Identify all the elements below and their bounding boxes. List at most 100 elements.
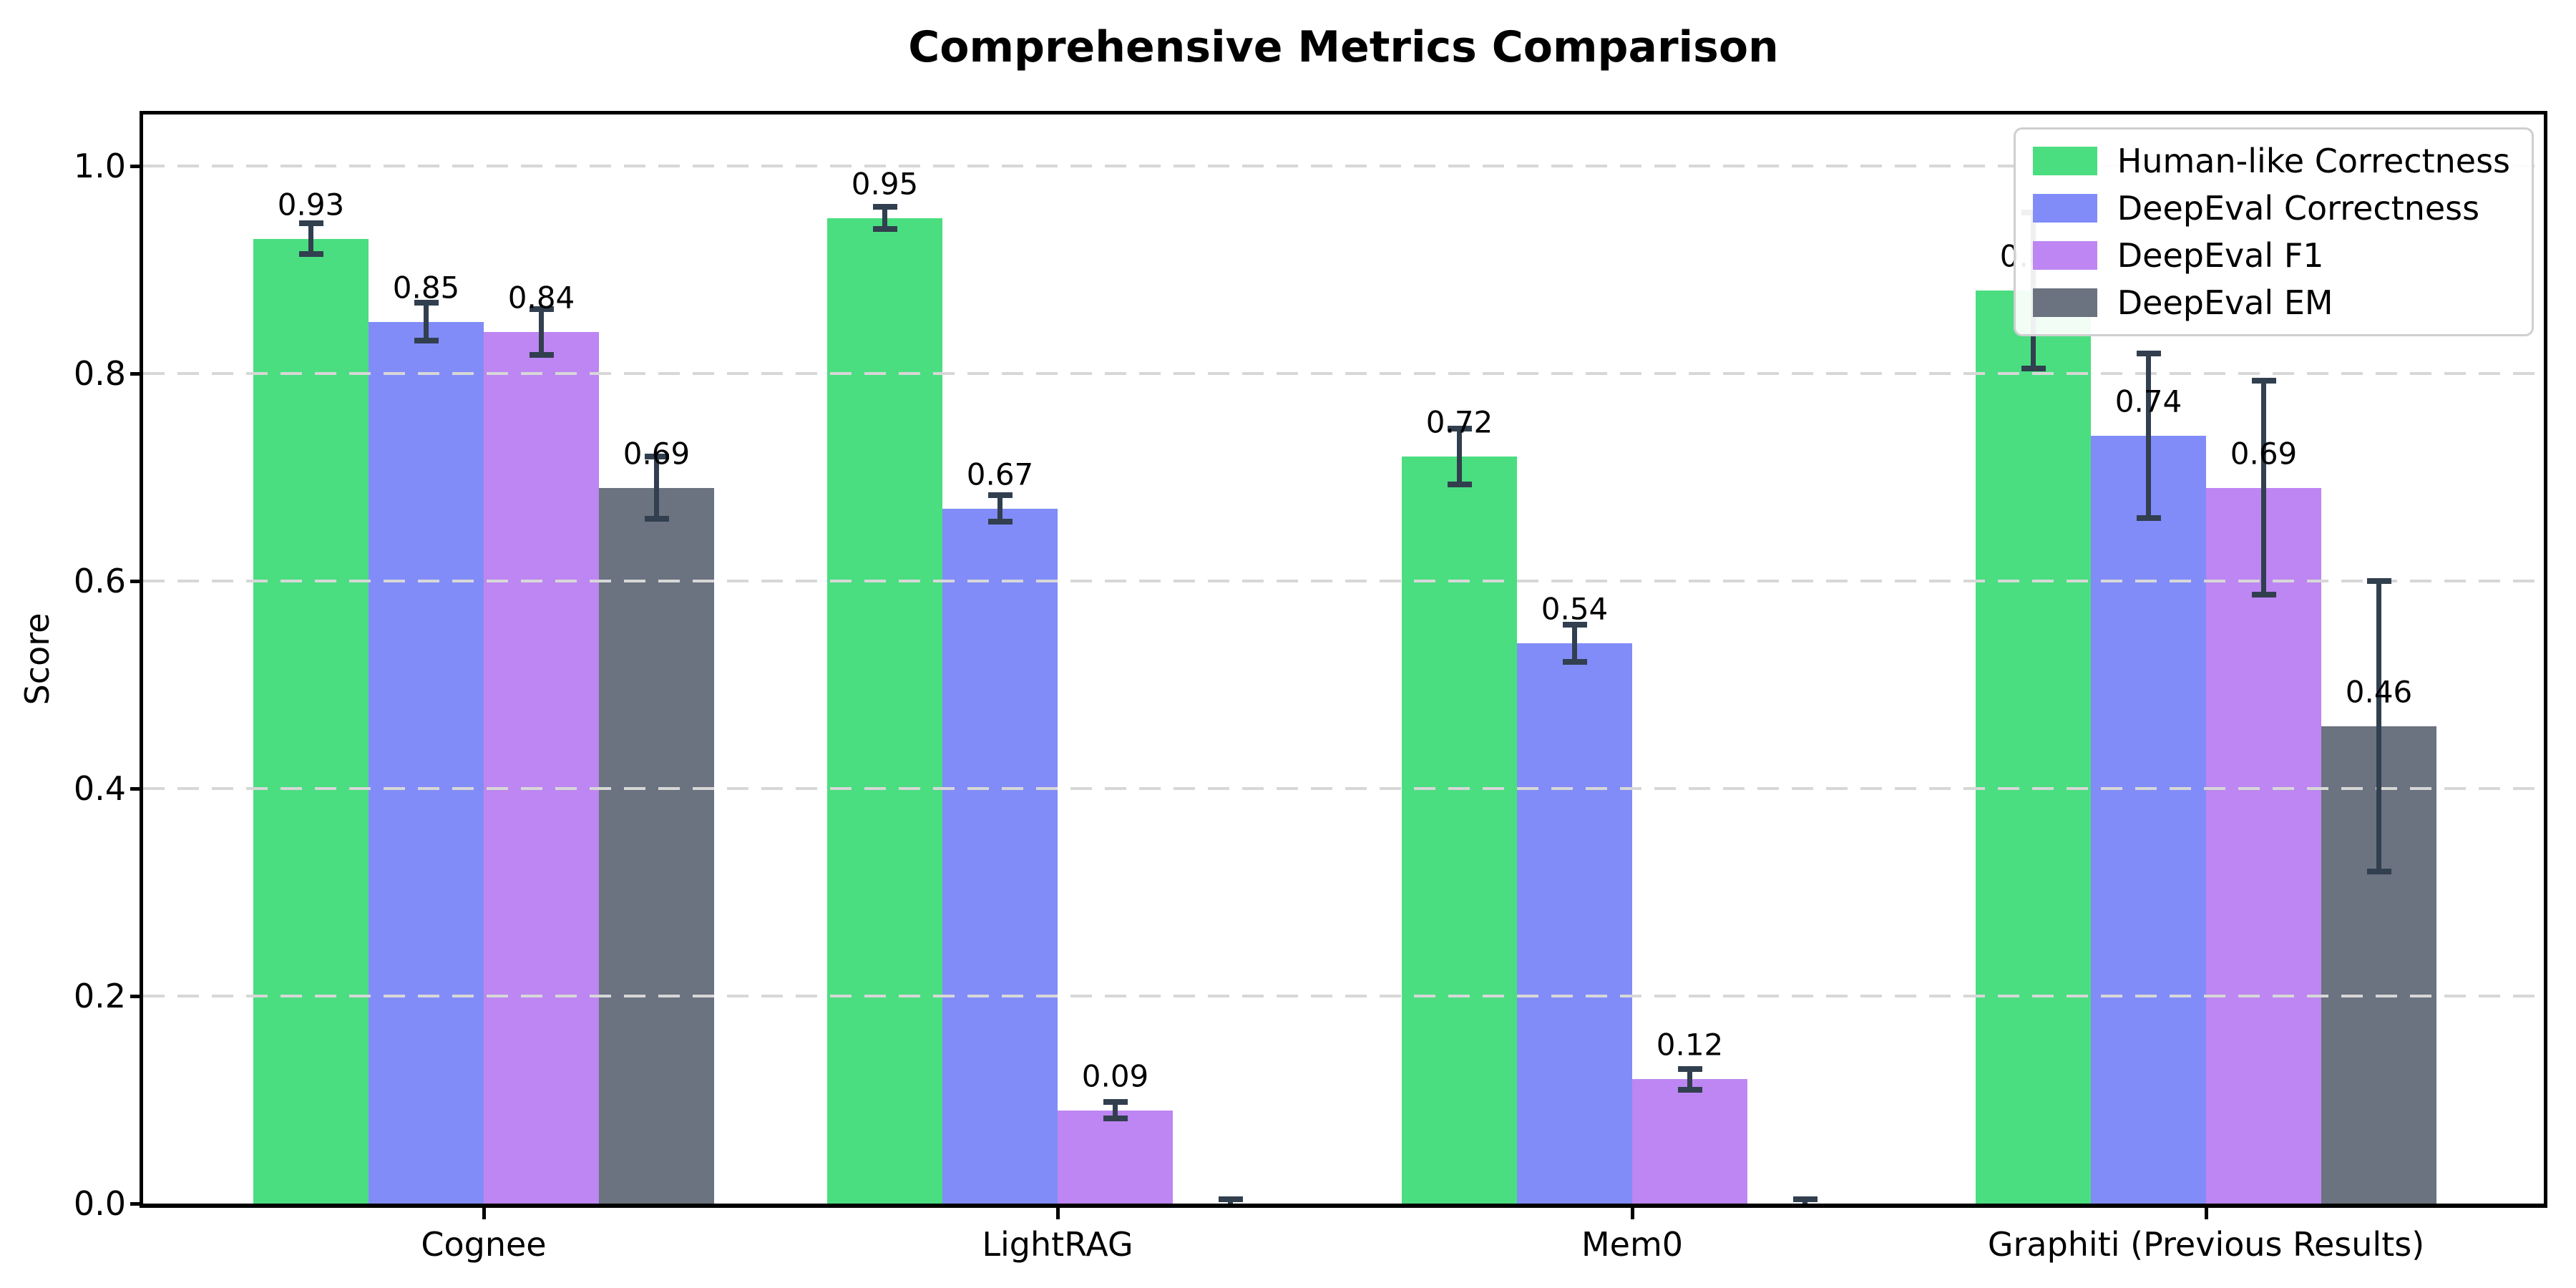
bar-value-label: 0.84 (507, 280, 575, 316)
error-bar-cap-top (1792, 1196, 1818, 1203)
bar-value-label: 0.46 (2345, 674, 2413, 710)
error-bar-cap-top (644, 454, 669, 459)
y-tick-label: 1.0 (73, 147, 126, 185)
legend-item: DeepEval Correctness (2032, 189, 2510, 228)
bar-value-label: 0.69 (623, 436, 691, 472)
bar-value-label: 0.67 (966, 457, 1034, 492)
error-bar-cap-bottom (2021, 365, 2046, 371)
bar-value-label: 0.09 (1081, 1058, 1149, 1094)
error-bar (2376, 581, 2381, 872)
bar-value-label: 0.93 (277, 187, 345, 223)
bar-value-label: 0.12 (1656, 1027, 1724, 1063)
error-bar-cap-bottom (2136, 514, 2161, 521)
x-tick-mark (1630, 1208, 1634, 1219)
legend: Human-like Correctness DeepEval Correctne… (2013, 127, 2534, 336)
gridlines-layer (143, 114, 2544, 1204)
error-bar-cap-bottom (644, 516, 669, 522)
x-tick-mark (482, 1208, 486, 1219)
error-bar-cap-top (1562, 621, 1587, 628)
error-bar (1687, 1068, 1692, 1090)
y-tick-label: 0.8 (73, 354, 126, 393)
error-bar-cap-bottom (2366, 869, 2391, 874)
bar (253, 238, 369, 1204)
x-tick-label: LightRAG (982, 1225, 1133, 1264)
gridline (143, 787, 2544, 790)
chart-title: Comprehensive Metrics Comparison (908, 22, 1779, 72)
bar-value-label: 0.54 (1541, 591, 1609, 627)
error-bar-cap-top (1218, 1196, 1243, 1203)
bar (369, 321, 484, 1204)
y-tick-mark (130, 1201, 142, 1206)
bar (2206, 487, 2321, 1204)
error-bar-cap-bottom (1562, 659, 1587, 665)
bar (1058, 1110, 1173, 1204)
gridline (143, 165, 2544, 167)
legend-label: DeepEval F1 (2117, 236, 2324, 275)
y-tick-mark (130, 786, 142, 791)
bar-value-label: 0.72 (1425, 404, 1493, 440)
error-bar-cap-bottom (987, 519, 1013, 525)
x-tick-label: Graphiti (Previous Results) (1987, 1225, 2425, 1264)
bar-value-label: 0.69 (2230, 436, 2298, 472)
error-bar-cap-bottom (1447, 482, 1472, 488)
bar-value-label: 0.85 (392, 270, 460, 306)
error-bar (2261, 381, 2266, 595)
legend-item: Human-like Correctness (2032, 142, 2510, 180)
x-tick-label: Cognee (421, 1225, 547, 1264)
y-tick-mark (130, 579, 142, 583)
x-tick-mark (2204, 1208, 2208, 1219)
bar (2091, 436, 2206, 1204)
error-bar-cap-top (2251, 378, 2276, 384)
error-bar (2146, 353, 2151, 518)
error-bar-cap-top (2366, 578, 2391, 584)
error-bar (424, 303, 429, 341)
legend-label: DeepEval Correctness (2117, 189, 2480, 228)
legend-label: DeepEval EM (2117, 283, 2333, 322)
annotations-layer: 0.930.950.720.880.850.670.540.740.840.09… (143, 114, 2544, 1204)
y-tick-mark (130, 371, 142, 376)
error-bar-cap-top (872, 203, 897, 210)
error-bar-cap-bottom (414, 337, 439, 343)
error-bar (654, 457, 659, 519)
y-tick-label: 0.0 (73, 1184, 126, 1223)
legend-swatch (2032, 194, 2097, 223)
x-tick-mark (1055, 1208, 1060, 1219)
error-bar (308, 223, 313, 255)
error-bar (1113, 1101, 1118, 1119)
error-bar-cap-bottom (1103, 1116, 1128, 1122)
error-bar (1572, 624, 1577, 663)
legend-item: DeepEval EM (2032, 283, 2510, 322)
error-bar-cap-top (1677, 1065, 1702, 1072)
y-axis-label: Score (18, 613, 57, 706)
bar (942, 508, 1058, 1204)
error-bar (1457, 428, 1462, 485)
gridline (143, 995, 2544, 997)
error-bar (539, 309, 544, 355)
legend-swatch (2032, 288, 2097, 317)
error-bar-cap-bottom (872, 226, 897, 233)
y-tick-mark (130, 164, 142, 168)
error-bar-cap-bottom (1677, 1086, 1702, 1093)
legend-item: DeepEval F1 (2032, 236, 2510, 275)
gridline (143, 580, 2544, 582)
error-bar-cap-top (987, 492, 1013, 498)
y-tick-label: 0.2 (73, 977, 126, 1015)
plot-area: 0.930.950.720.880.850.670.540.740.840.09… (140, 111, 2547, 1208)
error-bar-cap-top (1447, 425, 1472, 431)
bar (484, 332, 599, 1204)
bar-value-label: 0.95 (851, 166, 919, 202)
error-bar-cap-top (529, 306, 554, 313)
error-bar-cap-top (298, 220, 323, 226)
error-bar-cap-bottom (2251, 591, 2276, 597)
legend-swatch (2032, 241, 2097, 270)
bar (599, 487, 714, 1204)
error-bar-cap-top (1103, 1098, 1128, 1105)
error-bar (997, 494, 1002, 522)
bar (827, 218, 942, 1204)
bar-value-label: 0.74 (2114, 384, 2182, 419)
error-bar-cap-bottom (298, 251, 323, 258)
y-tick-label: 0.6 (73, 562, 126, 600)
x-tick-label: Mem0 (1581, 1225, 1684, 1264)
error-bar-cap-bottom (529, 351, 554, 358)
